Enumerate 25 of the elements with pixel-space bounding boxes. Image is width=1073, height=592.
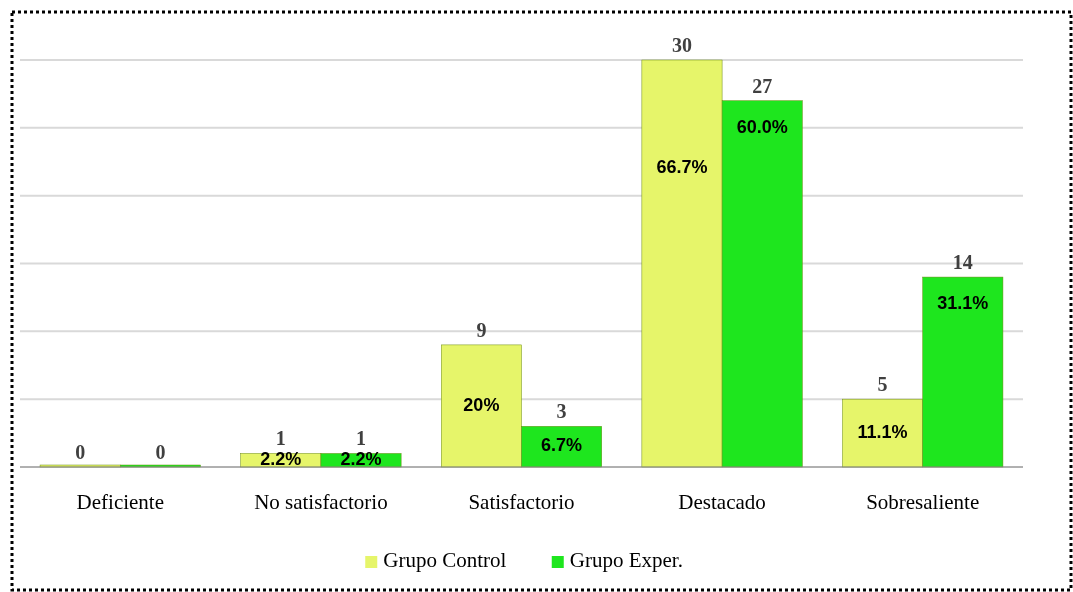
data-label: 9	[476, 318, 487, 341]
data-label: 14	[952, 251, 973, 274]
x-tick-label: Satisfactorio	[468, 490, 575, 514]
legend-label: Grupo Exper.	[569, 547, 683, 572]
annotation: 31.1%	[937, 292, 989, 313]
x-tick-label: Deficiente	[76, 490, 165, 514]
data-label: 0	[155, 441, 166, 463]
data-label: 1	[356, 427, 367, 450]
annotation: 60.0%	[736, 116, 788, 137]
data-label: 0	[75, 441, 86, 463]
annotation: 66.7%	[656, 157, 708, 178]
data-label: 27	[752, 74, 773, 97]
x-tick-label: No satisfactorio	[254, 490, 388, 514]
data-label: 30	[671, 34, 692, 56]
data-label: 1	[275, 427, 286, 450]
annotation: 6.7%	[541, 435, 583, 456]
annotation: 2.2%	[260, 448, 302, 469]
x-tick-label: Destacado	[678, 490, 766, 514]
annotation: 20%	[463, 394, 500, 415]
annotation: 11.1%	[857, 421, 908, 442]
legend-label: Grupo Control	[383, 547, 507, 572]
x-tick-label: Sobresaliente	[866, 490, 980, 514]
data-label: 3	[556, 400, 567, 423]
data-label: 5	[877, 373, 888, 396]
annotation: 2.2%	[340, 448, 382, 469]
